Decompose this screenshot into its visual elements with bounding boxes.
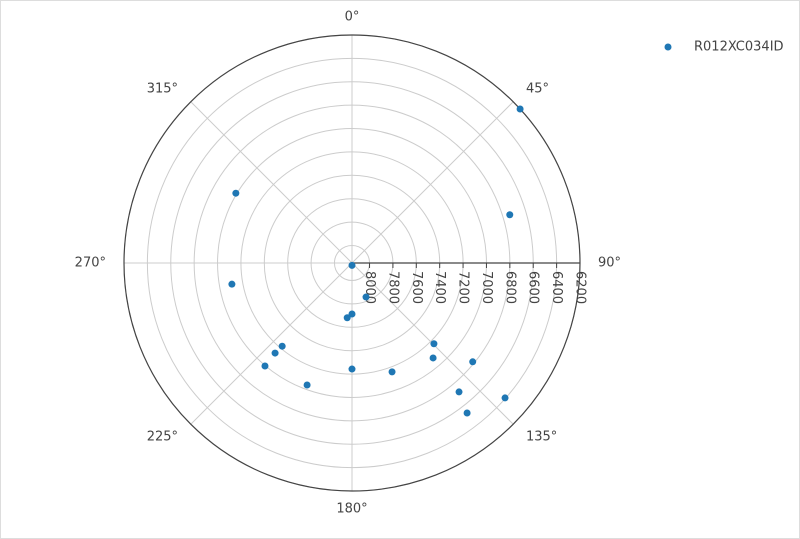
point <box>516 105 524 113</box>
point <box>429 354 437 362</box>
point <box>232 189 240 197</box>
angular-grid-line <box>190 262 353 425</box>
point <box>228 280 236 288</box>
point <box>348 310 356 318</box>
angular-tick-label: 180° <box>336 502 367 517</box>
radial-tick-label: 6600 <box>526 271 541 304</box>
point <box>469 358 477 366</box>
angular-tick-label: 90° <box>598 256 621 271</box>
point <box>463 409 471 417</box>
angular-tick-label: 315° <box>147 82 178 97</box>
radial-tick-label: 7200 <box>456 271 471 304</box>
radial-tick-label: 6800 <box>502 271 517 304</box>
angular-tick-label: 270° <box>75 256 106 271</box>
angular-tick-label: 0° <box>345 10 360 25</box>
angular-grid-line <box>190 101 353 264</box>
radial-tick-label: 7400 <box>432 271 447 304</box>
radial-tick-label: 6200 <box>573 271 588 304</box>
angular-grid-line <box>351 101 514 264</box>
point <box>506 211 514 219</box>
point <box>271 349 279 357</box>
legend-marker <box>664 43 672 51</box>
point <box>348 365 356 373</box>
point <box>348 261 356 269</box>
point <box>278 342 286 350</box>
angular-tick-label: 225° <box>147 429 178 444</box>
point <box>261 362 269 370</box>
point <box>343 314 351 322</box>
radial-tick-label: 7600 <box>409 271 424 304</box>
point <box>303 381 311 389</box>
angular-tick-label: 135° <box>526 429 557 444</box>
radial-tick-label: 7800 <box>385 271 400 304</box>
point <box>501 394 509 402</box>
point <box>362 293 370 301</box>
point <box>388 368 396 376</box>
point <box>430 340 438 348</box>
legend-label: R012XC034ID <box>694 40 784 55</box>
angular-tick-label: 45° <box>526 82 549 97</box>
radial-tick-label: 6400 <box>549 271 564 304</box>
radial-tick-label: 7000 <box>479 271 494 304</box>
point <box>455 388 463 396</box>
